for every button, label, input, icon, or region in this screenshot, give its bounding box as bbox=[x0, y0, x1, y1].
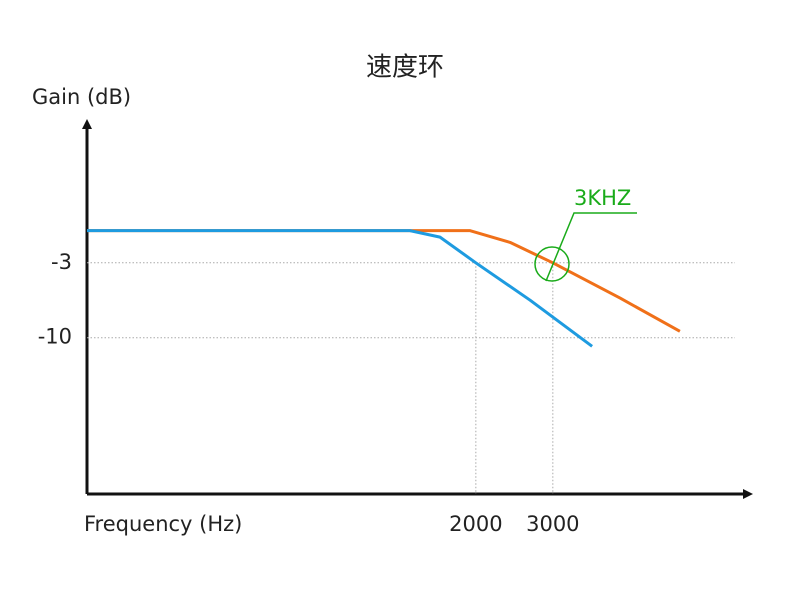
x-axis-label: Frequency (Hz) bbox=[84, 512, 242, 536]
grid bbox=[87, 262, 735, 494]
x-tick-label: 3000 bbox=[526, 512, 579, 536]
annotation: 3KHZ bbox=[534, 186, 637, 282]
series-line bbox=[87, 229, 593, 348]
series-line bbox=[87, 229, 681, 333]
chart-title: 速度环 bbox=[366, 53, 444, 83]
y-tick-label: -3 bbox=[51, 250, 72, 274]
annotation-circle bbox=[534, 246, 570, 282]
y-tick-label: -10 bbox=[38, 325, 72, 349]
lines bbox=[87, 229, 681, 348]
annotation-leader bbox=[545, 212, 637, 282]
x-tick-label: 2000 bbox=[449, 512, 502, 536]
annotation-text: 3KHZ bbox=[574, 186, 631, 210]
y-axis-label: Gain (dB) bbox=[32, 85, 131, 109]
